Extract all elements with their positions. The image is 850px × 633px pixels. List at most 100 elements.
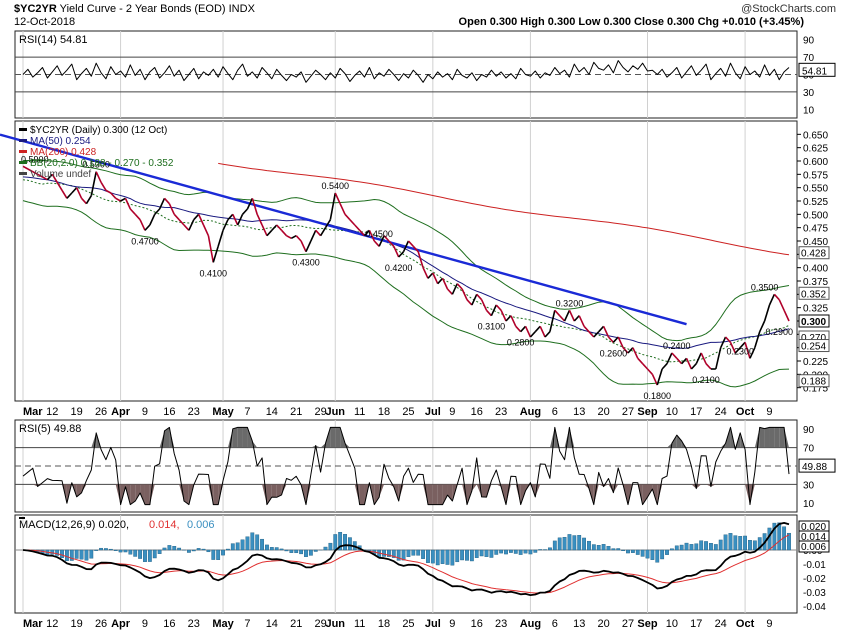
legend-entry: MA(50) 0.254 <box>30 136 91 147</box>
macd-histogram-bar <box>635 549 640 555</box>
price-segment <box>515 325 522 333</box>
rsi-oversold-fill <box>398 484 404 501</box>
macd-histogram-bar <box>713 544 718 551</box>
price-segment <box>583 325 590 333</box>
price-annotation: 0.3200 <box>556 298 584 308</box>
price-segment <box>168 203 175 215</box>
x-tick-label: Mar <box>23 406 43 418</box>
rsi-tick-label: 70 <box>803 444 815 455</box>
price-segment <box>656 368 663 386</box>
macd-histogram-bar <box>328 542 333 551</box>
macd-histogram-bar <box>304 549 308 557</box>
price-segment <box>61 189 68 199</box>
x-tick-label: 25 <box>402 618 414 630</box>
price-segment <box>66 192 73 199</box>
rsi-overbought-fill <box>242 427 248 448</box>
macd-histogram-bar <box>128 549 133 555</box>
price-segment <box>685 358 693 370</box>
macd-histogram-bar <box>284 549 289 552</box>
x-tick-label: 6 <box>552 406 558 418</box>
rsi-tick-label: 90 <box>803 425 815 436</box>
macd-histogram-bar <box>177 547 182 551</box>
price-segment <box>129 208 136 215</box>
price-segment <box>110 192 117 199</box>
rsi14-last-box <box>798 62 836 77</box>
price-segment <box>719 336 727 348</box>
price-segment <box>466 299 473 306</box>
macd-histogram-bar <box>504 549 508 555</box>
rsi-overbought-fill <box>554 427 560 448</box>
macd-histogram-bar <box>465 549 469 561</box>
macd-histogram-bar <box>684 542 689 551</box>
macd-histogram-bar <box>689 544 694 551</box>
macd-histogram-bar <box>50 549 55 555</box>
rsi-overbought-fill <box>237 427 243 448</box>
rsi-oversold-fill <box>481 484 487 498</box>
price-tick-label: 0.325 <box>803 304 828 315</box>
price-segment <box>559 315 566 322</box>
macd-right-label: 0.020 <box>801 522 826 533</box>
price-segment <box>666 352 673 364</box>
price-segment <box>368 230 376 242</box>
rsi-overbought-fill <box>247 427 253 448</box>
price-segment <box>637 357 644 365</box>
rsi-oversold-fill <box>506 484 511 505</box>
macd-histogram-bar <box>69 549 74 561</box>
macd-histogram-bar <box>562 537 567 551</box>
x-tick-label: 29 <box>314 618 326 630</box>
price-segment <box>456 283 463 290</box>
macd-histogram-bar <box>728 533 733 551</box>
macd-histogram-bar <box>426 549 430 563</box>
x-tick-label: Oct <box>736 406 755 418</box>
x-tick-label: 18 <box>378 406 390 418</box>
rsi-overbought-fill <box>335 427 341 448</box>
price-segment <box>427 272 434 279</box>
macd-histogram-bar <box>157 549 162 554</box>
macd-histogram-bar <box>650 549 655 560</box>
x-tick-label: 17 <box>690 618 702 630</box>
macd-histogram-bar <box>772 522 777 551</box>
macd-histogram-bar <box>508 549 513 553</box>
price-annotation: 0.4700 <box>131 236 159 246</box>
x-tick-label: Jun <box>325 406 345 418</box>
rsi-overbought-fill <box>330 427 336 448</box>
price-segment <box>173 213 180 221</box>
price-segment <box>690 363 697 370</box>
price-tick-label: 0.175 <box>803 384 828 395</box>
price-segment <box>510 315 517 327</box>
price-segment <box>476 293 483 301</box>
trend-line <box>0 133 687 326</box>
macd-histogram-bar <box>382 549 386 557</box>
macd-histogram-bar <box>421 549 425 559</box>
macd-histogram-bar <box>450 549 455 566</box>
macd-histogram-bar <box>260 538 264 551</box>
x-tick-label: Apr <box>111 618 131 630</box>
price-tick-label: 0.575 <box>803 170 828 181</box>
price-segment <box>46 173 53 181</box>
macd-histogram-bar <box>538 549 543 551</box>
x-tick-label: 7 <box>244 618 250 630</box>
rsi-oversold-fill <box>62 484 67 504</box>
x-tick-label: 7 <box>244 406 250 418</box>
price-annotation: 0.5300 <box>82 160 110 170</box>
legend-entry: Volume undef <box>30 169 91 180</box>
macd-histogram-bar <box>299 549 304 555</box>
rsi-oversold-fill <box>354 484 360 505</box>
macd-tick-label: -0.04 <box>803 602 826 613</box>
price-segment <box>763 304 771 322</box>
instrument-name: Yield Curve - 2 Year Bonds (EOD) <box>59 3 226 15</box>
price-tick-label: 0.525 <box>803 197 828 208</box>
price-segment <box>319 227 327 237</box>
macd-histogram-bar <box>333 534 338 551</box>
price-segment <box>339 203 346 215</box>
rsi-oversold-fill <box>213 484 219 505</box>
macd-histogram-bar <box>196 548 201 551</box>
macd-histogram-bar <box>655 549 660 563</box>
price-right-box <box>798 374 830 388</box>
price-segment <box>471 294 478 306</box>
x-tick-label: Jul <box>425 618 441 630</box>
rsi-oversold-fill <box>696 484 702 489</box>
macd-histogram-bar <box>138 549 143 559</box>
price-right-label: 0.270 <box>801 333 826 344</box>
x-tick-label: 14 <box>266 406 278 418</box>
